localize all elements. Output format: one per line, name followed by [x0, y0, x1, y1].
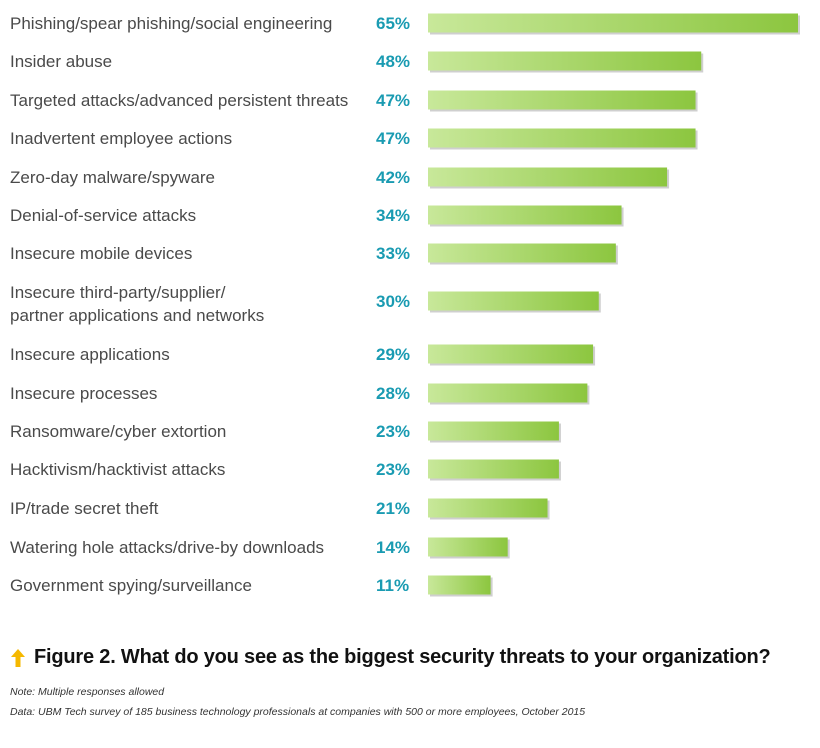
bar [428, 459, 559, 479]
value-label: 65% [376, 14, 410, 33]
note-text: Note: Multiple responses allowed [10, 686, 165, 698]
value-label: 47% [376, 91, 410, 110]
bar [428, 421, 559, 441]
value-label: 34% [376, 206, 410, 225]
category-label: Hacktivism/hacktivist attacks [10, 460, 225, 479]
bar [428, 90, 696, 110]
value-label: 30% [376, 292, 410, 311]
value-label: 42% [376, 168, 410, 187]
category-label: Government spying/surveillance [10, 576, 252, 595]
bar-row: Phishing/spear phishing/social engineeri… [10, 13, 800, 35]
bar [428, 383, 588, 403]
bar-row: Government spying/surveillance 11% [10, 575, 493, 597]
category-label: Zero-day malware/spyware [10, 168, 215, 187]
category-label: Denial-of-service attacks [10, 206, 196, 225]
chart-title: Figure 2. What do you see as the biggest… [34, 646, 771, 668]
bar-row: Watering hole attacks/drive-by downloads… [10, 537, 510, 559]
bar-chart: Phishing/spear phishing/social engineeri… [10, 13, 800, 597]
category-label: Insecure mobile devices [10, 244, 192, 263]
data-source-text: Data: UBM Tech survey of 185 business te… [10, 706, 586, 718]
bar-row: Ransomware/cyber extortion 23% [10, 421, 561, 443]
value-label: 14% [376, 538, 410, 557]
value-label: 28% [376, 384, 410, 403]
value-label: 11% [376, 576, 409, 595]
bar [428, 128, 696, 148]
category-label: IP/trade secret theft [10, 499, 159, 518]
value-label: 23% [376, 422, 410, 441]
bar-row: Targeted attacks/advanced persistent thr… [10, 90, 698, 112]
category-label: Phishing/spear phishing/social engineeri… [10, 14, 332, 33]
category-label: Ransomware/cyber extortion [10, 422, 226, 441]
value-label: 48% [376, 52, 410, 71]
category-label: Insider abuse [10, 52, 112, 71]
bar-row: Insider abuse 48% [10, 51, 704, 73]
bar-row: Zero-day malware/spyware 42% [10, 167, 670, 189]
category-label: Insecure processes [10, 384, 157, 403]
bar [428, 167, 668, 187]
bar-row: Insecure applications 29% [10, 344, 596, 366]
category-label: Insecure applications [10, 345, 170, 364]
category-label: Insecure third-party/supplier/partner ap… [10, 283, 264, 325]
bar [428, 291, 599, 311]
bar [428, 344, 594, 364]
bar [428, 13, 798, 33]
category-label: Targeted attacks/advanced persistent thr… [10, 91, 348, 110]
bar-row: Insecure processes 28% [10, 383, 590, 405]
figure-caption: Figure 2. What do you see as the biggest… [10, 646, 771, 669]
category-label: Watering hole attacks/drive-by downloads [10, 538, 324, 557]
bar-row: Insecure third-party/supplier/partner ap… [10, 283, 601, 325]
value-label: 21% [376, 499, 410, 518]
bar-row: Inadvertent employee actions 47% [10, 128, 698, 150]
value-label: 33% [376, 244, 410, 263]
bar [428, 575, 491, 595]
up-arrow-icon [11, 648, 25, 667]
value-label: 29% [376, 345, 410, 364]
value-label: 47% [376, 129, 410, 148]
bar-row: Insecure mobile devices 33% [10, 243, 618, 265]
bar [428, 51, 702, 71]
bar-row: Denial-of-service attacks 34% [10, 205, 624, 227]
value-label: 23% [376, 460, 410, 479]
bar [428, 205, 622, 225]
category-label: Inadvertent employee actions [10, 129, 232, 148]
bar [428, 498, 548, 518]
bar-row: Hacktivism/hacktivist attacks 23% [10, 459, 561, 481]
bar [428, 243, 616, 263]
bar [428, 537, 508, 557]
bar-row: IP/trade secret theft 21% [10, 498, 550, 520]
